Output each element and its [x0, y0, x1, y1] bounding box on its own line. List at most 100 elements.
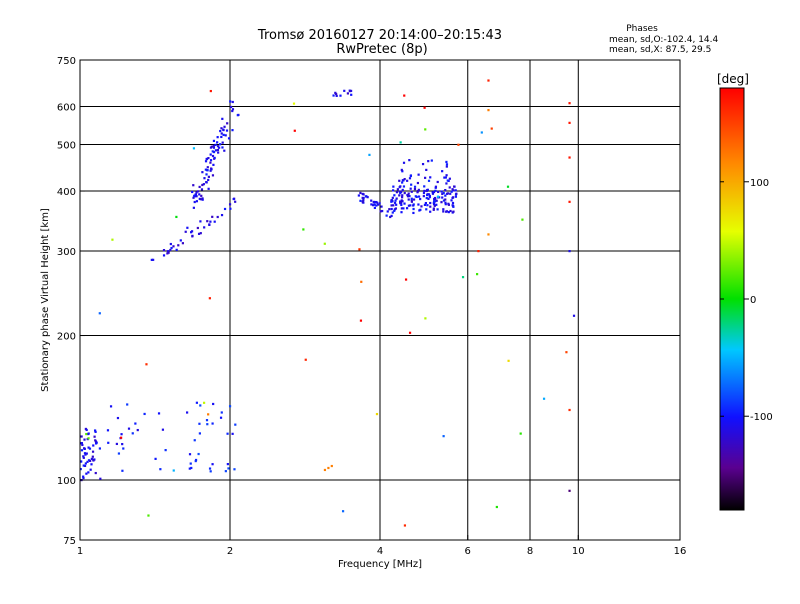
echo-point — [228, 203, 232, 206]
echo-point — [373, 206, 376, 210]
echo-point — [357, 194, 360, 197]
echo-point — [399, 200, 403, 204]
echo-point — [398, 190, 401, 193]
echo-point — [82, 455, 85, 458]
echo-point — [407, 192, 410, 195]
echo-point — [568, 408, 571, 412]
echo-point — [361, 201, 364, 204]
chart-subtitle: RwPretec (8p) — [336, 42, 427, 57]
echo-point — [339, 94, 342, 97]
echo-point — [181, 242, 184, 245]
y-tick-label: 500 — [57, 141, 76, 152]
echo-point — [87, 437, 90, 440]
x-tick-label: 4 — [377, 546, 383, 557]
echo-point — [448, 177, 451, 180]
echo-point — [450, 190, 453, 193]
echo-point — [453, 185, 456, 188]
echo-point — [424, 201, 427, 205]
echo-point — [223, 125, 226, 128]
echo-point — [454, 195, 458, 198]
echo-point — [99, 477, 102, 480]
echo-point — [115, 442, 118, 446]
echo-point — [222, 133, 225, 136]
echo-point — [406, 195, 410, 198]
echo-point — [212, 150, 216, 154]
echo-point — [164, 449, 167, 452]
echo-point — [444, 203, 447, 206]
echo-point — [442, 191, 445, 195]
x-axis-label: Frequency [MHz] — [338, 559, 422, 570]
echo-point — [403, 202, 406, 205]
echo-point — [444, 198, 447, 201]
echo-point — [413, 187, 417, 191]
echo-point — [188, 467, 191, 470]
echo-point — [423, 203, 427, 206]
echo-point — [228, 405, 232, 408]
echo-point — [85, 432, 88, 436]
echo-point — [304, 358, 307, 361]
echo-point — [87, 471, 90, 474]
echo-point — [417, 203, 420, 206]
echo-point — [202, 401, 206, 404]
echo-point — [403, 94, 406, 97]
echo-point — [444, 176, 447, 179]
echo-point — [94, 471, 97, 475]
echo-point — [417, 188, 420, 191]
echo-point — [134, 422, 137, 425]
echo-point — [445, 165, 448, 168]
echo-point — [199, 198, 202, 201]
echo-point — [408, 159, 411, 162]
echo-point — [212, 146, 216, 149]
echo-point — [408, 331, 412, 334]
echo-point — [390, 204, 393, 207]
echo-point — [121, 442, 124, 446]
echo-point — [209, 470, 212, 473]
echo-point — [166, 252, 169, 255]
echo-point — [159, 468, 162, 471]
echo-point — [79, 467, 82, 471]
echo-point — [94, 430, 97, 433]
echo-point — [568, 102, 571, 105]
echo-point — [91, 450, 95, 453]
echo-point — [402, 161, 406, 164]
echo-point — [542, 397, 546, 400]
echo-point — [426, 193, 429, 197]
echo-point — [412, 207, 415, 211]
echo-point — [90, 463, 93, 466]
echo-point — [80, 449, 84, 452]
echo-point — [216, 148, 220, 152]
echo-point — [216, 215, 219, 219]
echo-point — [83, 438, 86, 441]
echo-point — [396, 188, 399, 191]
echo-point — [360, 280, 363, 283]
echo-point — [194, 193, 198, 196]
echo-point — [232, 197, 235, 201]
x-tick-label: 8 — [527, 546, 533, 557]
colorbar-tick-label: 100 — [750, 178, 769, 189]
echo-point — [219, 416, 223, 419]
echo-point — [226, 432, 229, 435]
echo-point — [373, 203, 376, 206]
echo-point — [441, 170, 444, 173]
echo-point — [199, 404, 202, 407]
echo-point — [170, 246, 173, 250]
echo-point — [234, 200, 237, 203]
echo-point — [410, 183, 413, 186]
echo-point — [390, 199, 393, 202]
y-tick-label: 300 — [57, 247, 76, 258]
echo-point — [506, 185, 510, 188]
echo-point — [461, 276, 465, 279]
echo-point — [431, 192, 435, 195]
echo-point — [378, 202, 381, 205]
y-tick-label: 200 — [57, 332, 76, 343]
echo-point — [392, 185, 395, 188]
echo-point — [93, 435, 96, 438]
echo-point — [208, 297, 211, 300]
echo-point — [80, 435, 83, 438]
echo-point — [211, 422, 214, 425]
echo-point — [429, 176, 432, 179]
x-tick-label: 10 — [572, 546, 585, 557]
echo-point — [169, 248, 172, 252]
echo-point — [400, 211, 403, 214]
